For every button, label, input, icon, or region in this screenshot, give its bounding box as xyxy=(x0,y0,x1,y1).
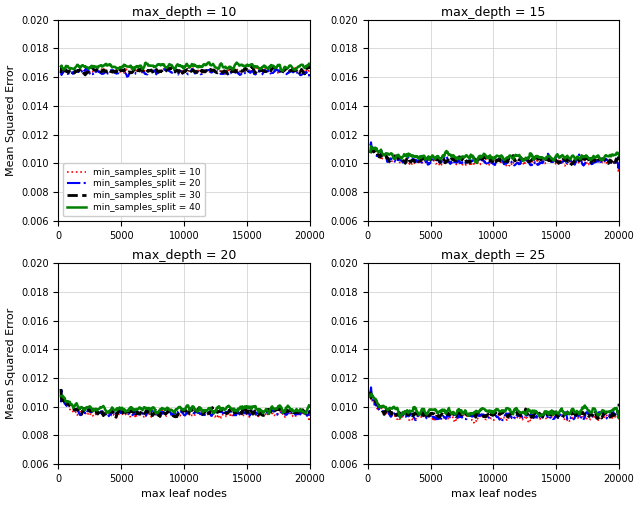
min_samples_split = 40 xyxy=(214,65,222,71)
min_samples_split = 20 xyxy=(157,69,164,75)
min_samples_split = 10 xyxy=(189,63,196,69)
min_samples_split = 20 xyxy=(88,70,95,76)
min_samples_split = 40 xyxy=(306,61,314,67)
min_samples_split = 40 xyxy=(279,68,287,74)
min_samples_split = 30 xyxy=(239,68,246,74)
min_samples_split = 10 xyxy=(214,67,222,73)
min_samples_split = 30 xyxy=(305,62,313,68)
min_samples_split = 30 xyxy=(156,68,164,74)
Line: min_samples_split = 40: min_samples_split = 40 xyxy=(61,63,310,71)
min_samples_split = 30 xyxy=(81,72,89,78)
min_samples_split = 20 xyxy=(215,70,223,76)
min_samples_split = 40 xyxy=(237,62,245,68)
min_samples_split = 40 xyxy=(205,60,212,66)
min_samples_split = 10 xyxy=(57,66,65,72)
Title: max_depth = 10: max_depth = 10 xyxy=(132,6,236,19)
min_samples_split = 20 xyxy=(140,69,147,75)
min_samples_split = 10 xyxy=(306,64,314,70)
min_samples_split = 20 xyxy=(57,68,65,74)
min_samples_split = 40 xyxy=(156,61,163,67)
min_samples_split = 10 xyxy=(87,68,95,74)
X-axis label: max leaf nodes: max leaf nodes xyxy=(451,489,536,499)
Legend: min_samples_split = 10, min_samples_split = 20, min_samples_split = 30, min_samp: min_samples_split = 10, min_samples_spli… xyxy=(63,163,205,216)
Y-axis label: Mean Squared Error: Mean Squared Error xyxy=(6,65,15,176)
min_samples_split = 30 xyxy=(88,64,95,70)
min_samples_split = 30 xyxy=(57,70,65,76)
Title: max_depth = 20: max_depth = 20 xyxy=(132,249,236,262)
min_samples_split = 30 xyxy=(306,69,314,75)
min_samples_split = 20 xyxy=(306,69,314,75)
min_samples_split = 30 xyxy=(139,66,147,72)
min_samples_split = 10 xyxy=(138,70,146,76)
Line: min_samples_split = 10: min_samples_split = 10 xyxy=(61,66,310,74)
Title: max_depth = 25: max_depth = 25 xyxy=(442,249,546,262)
min_samples_split = 40 xyxy=(138,66,146,72)
min_samples_split = 10 xyxy=(156,67,163,73)
Line: min_samples_split = 20: min_samples_split = 20 xyxy=(61,68,310,77)
min_samples_split = 40 xyxy=(57,63,65,69)
min_samples_split = 20 xyxy=(123,74,131,80)
X-axis label: max leaf nodes: max leaf nodes xyxy=(141,489,227,499)
min_samples_split = 30 xyxy=(214,69,222,75)
min_samples_split = 10 xyxy=(239,68,247,74)
min_samples_split = 10 xyxy=(221,71,228,77)
Line: min_samples_split = 30: min_samples_split = 30 xyxy=(61,65,310,75)
Y-axis label: Mean Squared Error: Mean Squared Error xyxy=(6,308,15,419)
min_samples_split = 40 xyxy=(87,65,95,71)
min_samples_split = 30 xyxy=(237,68,245,74)
min_samples_split = 20 xyxy=(238,70,246,76)
min_samples_split = 20 xyxy=(239,70,247,76)
Title: max_depth = 15: max_depth = 15 xyxy=(442,6,546,19)
min_samples_split = 10 xyxy=(238,69,246,75)
min_samples_split = 40 xyxy=(239,62,246,68)
min_samples_split = 20 xyxy=(83,65,90,71)
